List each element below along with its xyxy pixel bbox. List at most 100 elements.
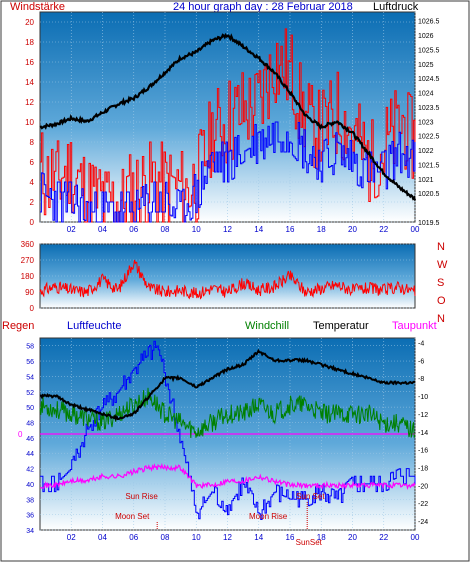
wind-axis-tick-12: 12 [25, 98, 34, 107]
wind-axis-tick-4: 4 [30, 178, 35, 187]
pressure-axis-tick-1019.5: 1019.5 [418, 220, 440, 227]
wind-axis-tick-6: 6 [30, 158, 35, 167]
temp-hour-tick-04: 04 [98, 533, 107, 542]
compass-label-3: O [437, 295, 446, 307]
pressure-axis-tick-1024: 1024 [418, 91, 434, 98]
pressure-axis-tick-1026.5: 1026.5 [418, 19, 440, 26]
pressure-axis-tick-1022.5: 1022.5 [418, 134, 440, 141]
wind-hour-tick-02: 02 [67, 225, 76, 234]
compass-label-1: W [437, 259, 448, 271]
windchill-label: Windchill [245, 320, 289, 332]
wind-average-series [40, 121, 416, 223]
dewpoint-label: Taupunkt [392, 320, 437, 332]
direction-axis-tick-360: 360 [21, 240, 35, 249]
temp-hour-tick-18: 18 [317, 533, 326, 542]
wind-hour-tick-10: 10 [192, 225, 201, 234]
humidity-axis-tick-52: 52 [26, 390, 34, 397]
wind-axis-tick-18: 18 [25, 38, 34, 47]
rain-zero-label: 0 [18, 430, 23, 439]
pressure-series [39, 32, 417, 201]
annotation-0: Sun Rise [125, 492, 158, 501]
wind-hour-tick-20: 20 [348, 225, 357, 234]
wind-hour-tick-04: 04 [98, 225, 107, 234]
humidity-axis-tick-56: 56 [26, 359, 34, 366]
pressure-axis-tick-1025.5: 1025.5 [418, 47, 440, 54]
wind-axis-tick-8: 8 [30, 138, 35, 147]
wind-axis-tick-0: 0 [30, 218, 35, 227]
annotation-3: Sun Set [296, 492, 325, 501]
humidity-axis-tick-50: 50 [26, 405, 34, 412]
wind-hour-tick-00: 00 [411, 225, 420, 234]
temperature-axis-tick--14: -14 [418, 430, 428, 437]
humidity-axis-tick-36: 36 [26, 513, 34, 520]
compass-label-2: S [437, 277, 444, 289]
temp-hour-tick-00: 00 [411, 533, 420, 542]
direction-axis-tick-270: 270 [21, 256, 35, 265]
graph-title: 24 hour graph day : 28 Februar 2018 [173, 1, 353, 13]
pressure-axis-tick-1024.5: 1024.5 [418, 76, 440, 83]
temp-hour-tick-16: 16 [286, 533, 295, 542]
pressure-label: Luftdruck [373, 1, 419, 13]
direction-axis-tick-0: 0 [30, 304, 35, 313]
humidity-axis-tick-44: 44 [26, 451, 34, 458]
humidity-axis-tick-48: 48 [26, 420, 34, 427]
humidity-axis-tick-58: 58 [26, 344, 34, 351]
temp-hour-tick-20: 20 [348, 533, 357, 542]
pressure-axis-tick-1021: 1021 [418, 177, 434, 184]
pressure-axis-tick-1023: 1023 [418, 119, 434, 126]
temp-hour-tick-22: 22 [379, 533, 388, 542]
temperature-humidity-panel: 34 36 38 40 42 44 46 48 50 52 54 56 58 -4 -6 -8 -10 -12 -1… [18, 337, 428, 547]
temp-hour-tick-10: 10 [192, 533, 201, 542]
pressure-axis-tick-1025: 1025 [418, 62, 434, 69]
dewpoint-series [39, 462, 416, 491]
temperature-axis-tick--22: -22 [418, 501, 428, 508]
temp-hour-tick-14: 14 [254, 533, 263, 542]
wind-axis-tick-2: 2 [30, 198, 35, 207]
humidity-axis-tick-42: 42 [26, 467, 34, 474]
pressure-axis-tick-1022: 1022 [418, 148, 434, 155]
humidity-axis-tick-34: 34 [26, 528, 34, 535]
temperature-axis-tick--10: -10 [418, 394, 428, 401]
direction-axis-tick-90: 90 [25, 288, 34, 297]
wind-pressure-panel: 024681012141618201019.51020.510211021.51… [25, 11, 440, 234]
temperature-series [39, 348, 416, 422]
wind-axis-tick-20: 20 [25, 18, 34, 27]
compass-label-0: N [437, 241, 445, 253]
wind-axis-tick-16: 16 [25, 58, 34, 67]
humidity-axis-tick-54: 54 [26, 374, 34, 381]
temperature-axis-tick--24: -24 [418, 519, 428, 526]
humidity-axis-tick-40: 40 [26, 482, 34, 489]
rain-label: Regen [2, 320, 34, 332]
wind-hour-tick-22: 22 [379, 225, 388, 234]
pressure-axis-tick-1021.5: 1021.5 [418, 162, 440, 169]
temperature-axis-tick--4: -4 [418, 340, 424, 347]
temperature-axis-tick--20: -20 [418, 483, 428, 490]
wind-hour-tick-12: 12 [223, 225, 232, 234]
humidity-series [40, 340, 416, 520]
pressure-axis-tick-1020.5: 1020.5 [418, 191, 440, 198]
wind-direction-series [39, 259, 416, 300]
annotation-4: SunSet [296, 538, 323, 547]
pressure-axis-tick-1023.5: 1023.5 [418, 105, 440, 112]
humidity-label: Luftfeuchte [67, 320, 121, 332]
temperature-axis-tick--16: -16 [418, 448, 428, 455]
wind-hour-tick-08: 08 [161, 225, 170, 234]
wind-hour-tick-18: 18 [317, 225, 326, 234]
temp-hour-tick-12: 12 [223, 533, 232, 542]
wind-axis-tick-14: 14 [25, 78, 34, 87]
direction-axis-tick-180: 180 [21, 272, 35, 281]
pressure-axis-tick-1026: 1026 [418, 33, 434, 40]
temp-hour-tick-06: 06 [129, 533, 138, 542]
temp-hour-tick-08: 08 [161, 533, 170, 542]
temperature-label: Temperatur [313, 320, 369, 332]
temperature-axis-tick--8: -8 [418, 376, 424, 383]
annotation-1: Moon Set [115, 512, 150, 521]
temp-hour-tick-02: 02 [67, 533, 76, 542]
annotation-2: Moon Rise [249, 512, 288, 521]
wind-hour-tick-14: 14 [254, 225, 263, 234]
compass-label-4: N [437, 313, 445, 325]
wind-axis-tick-10: 10 [25, 118, 34, 127]
